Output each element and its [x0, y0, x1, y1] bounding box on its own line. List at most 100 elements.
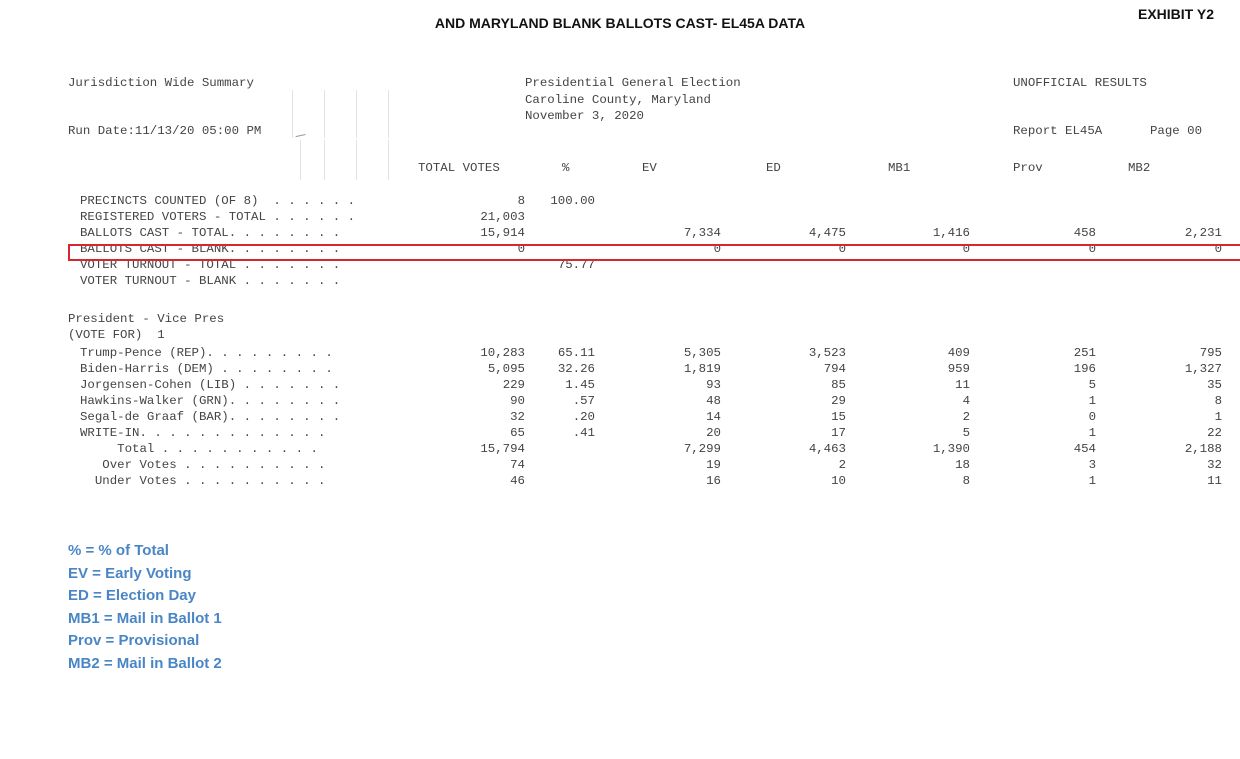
- row-label: REGISTERED VOTERS - TOTAL . . . . . .: [80, 210, 356, 224]
- column-legend: % = % of Total EV = Early Voting ED = El…: [68, 540, 222, 675]
- cell-mb1: 1,416: [932, 226, 970, 240]
- cell-prov: 1: [1088, 394, 1096, 408]
- cell-prov: 458: [1073, 226, 1096, 240]
- cell-prov: 454: [1073, 442, 1096, 456]
- cell-mb2: 32: [1207, 458, 1222, 472]
- cell-ev: 7,334: [683, 226, 721, 240]
- cell-prov: 1: [1088, 474, 1096, 488]
- cell-total: 10,283: [480, 346, 525, 360]
- cell-prov: 5: [1088, 378, 1096, 392]
- cell-total: 0: [517, 242, 525, 256]
- cell-mb2: 11: [1207, 474, 1222, 488]
- results-status: UNOFFICIAL RESULTS: [1013, 76, 1147, 90]
- cell-ev: 20: [706, 426, 721, 440]
- cell-ev: 48: [706, 394, 721, 408]
- cell-mb1: 2: [962, 410, 970, 424]
- cell-total: 46: [510, 474, 525, 488]
- race-title: President - Vice Pres: [68, 312, 225, 326]
- cell-pct: 32.26: [557, 362, 595, 376]
- exhibit-label: EXHIBIT Y2: [1138, 6, 1214, 22]
- cell-ev: 7,299: [683, 442, 721, 456]
- cell-mb2: 35: [1207, 378, 1222, 392]
- report-printout: Jurisdiction Wide Summary Presidential G…: [0, 68, 1240, 508]
- cell-total: 5,095: [487, 362, 525, 376]
- cell-mb1: 8: [962, 474, 970, 488]
- column-header: MB1: [888, 161, 911, 175]
- cell-mb2: 1,327: [1184, 362, 1222, 376]
- cell-ed: 15: [831, 410, 846, 424]
- cell-mb2: 2,188: [1184, 442, 1222, 456]
- row-label: PRECINCTS COUNTED (OF 8) . . . . . .: [80, 194, 356, 208]
- election-line-3: November 3, 2020: [525, 109, 644, 123]
- cell-prov: 251: [1073, 346, 1096, 360]
- row-label: WRITE-IN. . . . . . . . . . . . .: [80, 426, 326, 440]
- column-header: ED: [766, 161, 781, 175]
- cell-prov: 3: [1088, 458, 1096, 472]
- run-date: Run Date:11/13/20 05:00 PM: [68, 124, 262, 138]
- column-header: MB2: [1128, 161, 1151, 175]
- cell-mb1: 959: [947, 362, 970, 376]
- cell-pct: 100.00: [550, 194, 595, 208]
- row-label: Jorgensen-Cohen (LIB) . . . . . . .: [80, 378, 341, 392]
- cell-total: 229: [502, 378, 525, 392]
- row-label: Trump-Pence (REP). . . . . . . . .: [80, 346, 333, 360]
- cell-pct: .20: [572, 410, 595, 424]
- legend-item: MB2 = Mail in Ballot 2: [68, 654, 222, 672]
- cell-mb1: 409: [947, 346, 970, 360]
- cell-mb1: 18: [955, 458, 970, 472]
- cell-ed: 0: [838, 242, 846, 256]
- page-number: Page 00: [1150, 124, 1203, 138]
- column-header: Prov: [1013, 161, 1043, 175]
- column-header: %: [562, 161, 570, 175]
- row-label: VOTER TURNOUT - BLANK . . . . . . .: [80, 274, 341, 288]
- cell-ed: 10: [831, 474, 846, 488]
- election-line-1: Presidential General Election: [525, 76, 741, 90]
- cell-pct: .41: [572, 426, 595, 440]
- cell-total: 74: [510, 458, 525, 472]
- cell-mb1: 5: [962, 426, 970, 440]
- legend-item: Prov = Provisional: [68, 632, 200, 649]
- highlight-box: [68, 244, 1240, 261]
- cell-total: 15,794: [480, 442, 525, 456]
- cell-ev: 93: [706, 378, 721, 392]
- row-label: Hawkins-Walker (GRN). . . . . . . .: [80, 394, 341, 408]
- cell-ev: 19: [706, 458, 721, 472]
- cell-mb1: 1,390: [932, 442, 970, 456]
- cell-ev: 14: [706, 410, 721, 424]
- cell-prov: 0: [1088, 242, 1096, 256]
- cell-mb2: 2,231: [1184, 226, 1222, 240]
- cell-mb2: 1: [1214, 410, 1222, 424]
- cell-mb2: 22: [1207, 426, 1222, 440]
- row-label: Total . . . . . . . . . . .: [80, 442, 318, 456]
- legend-item: EV = Early Voting: [68, 564, 192, 582]
- report-id: Report EL45A: [1013, 124, 1103, 138]
- cell-total: 32: [510, 410, 525, 424]
- cell-ev: 0: [713, 242, 721, 256]
- cell-ed: 3,523: [808, 346, 846, 360]
- cell-ev: 5,305: [683, 346, 721, 360]
- column-header: EV: [642, 161, 657, 175]
- summary-label: Jurisdiction Wide Summary: [68, 76, 254, 90]
- legend-item: MB1 = Mail in Ballot 1: [68, 609, 222, 627]
- cell-mb1: 4: [962, 394, 970, 408]
- cell-ed: 85: [831, 378, 846, 392]
- cell-pct: .57: [572, 394, 595, 408]
- row-label: Segal-de Graaf (BAR). . . . . . . .: [80, 410, 341, 424]
- cell-mb2: 8: [1214, 394, 1222, 408]
- cell-mb1: 11: [955, 378, 970, 392]
- row-label: VOTER TURNOUT - TOTAL . . . . . . .: [80, 258, 341, 272]
- cell-prov: 0: [1088, 410, 1096, 424]
- document-title: AND MARYLAND BLANK BALLOTS CAST- EL45A D…: [434, 15, 806, 31]
- race-vote-for: (VOTE FOR) 1: [68, 328, 165, 342]
- cell-ev: 1,819: [683, 362, 721, 376]
- cell-pct: 1.45: [565, 378, 595, 392]
- row-label: BALLOTS CAST - TOTAL. . . . . . . .: [80, 226, 341, 240]
- legend-item: % = % of Total: [68, 542, 169, 559]
- cell-total: 15,914: [480, 226, 525, 240]
- row-label: Under Votes . . . . . . . . . .: [80, 474, 326, 488]
- cell-pct: 65.11: [557, 346, 595, 360]
- cell-total: 65: [510, 426, 525, 440]
- cell-total: 8: [517, 194, 525, 208]
- cell-pct: 75.77: [557, 258, 595, 272]
- cell-mb2: 795: [1199, 346, 1222, 360]
